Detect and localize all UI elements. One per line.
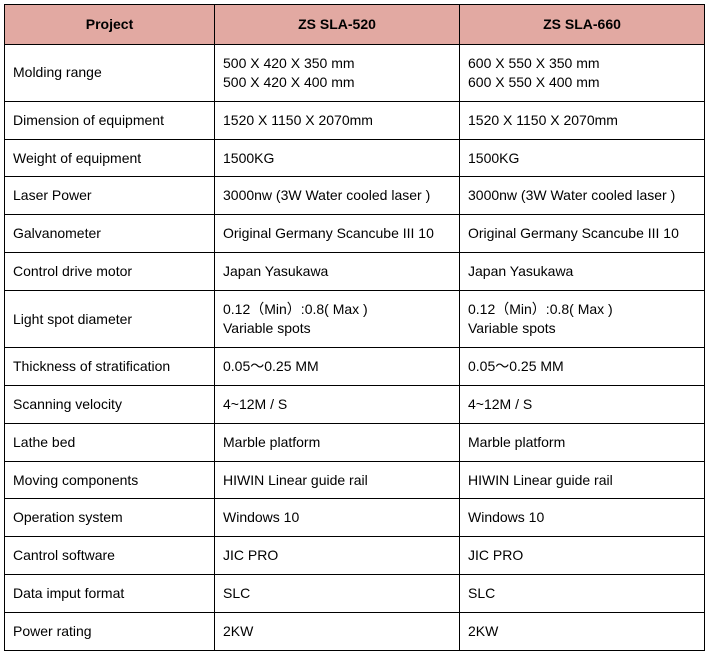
row-value-model-1: Windows 10 xyxy=(215,499,460,537)
row-project-label: Dimension of equipment xyxy=(5,101,215,139)
table-row: Control drive motorJapan YasukawaJapan Y… xyxy=(5,253,705,291)
row-value-model-2: 4~12M / S xyxy=(460,385,705,423)
row-value-model-2: Original Germany Scancube III 10 xyxy=(460,215,705,253)
row-project-label: Molding range xyxy=(5,44,215,101)
table-row: Weight of equipment1500KG1500KG xyxy=(5,139,705,177)
row-value-model-2: Japan Yasukawa xyxy=(460,253,705,291)
row-value-model-2: 0.12（Min）:0.8( Max )Variable spots xyxy=(460,291,705,348)
row-value-model-1: 1500KG xyxy=(215,139,460,177)
table-row: Molding range500 X 420 X 350 mm500 X 420… xyxy=(5,44,705,101)
row-project-label: Thickness of stratification xyxy=(5,347,215,385)
row-value-model-2: 0.05～0.25 MM xyxy=(460,347,705,385)
row-value-model-1: 0.05～0.25 MM xyxy=(215,347,460,385)
spec-table: Project ZS SLA-520 ZS SLA-660 Molding ra… xyxy=(4,4,705,651)
row-value-model-1: 4~12M / S xyxy=(215,385,460,423)
row-value-model-2: 2KW xyxy=(460,613,705,651)
row-value-model-2: 1500KG xyxy=(460,139,705,177)
row-project-label: Light spot diameter xyxy=(5,291,215,348)
row-value-model-2: SLC xyxy=(460,575,705,613)
table-row: Cantrol softwareJIC PROJIC PRO xyxy=(5,537,705,575)
row-value-model-1: 0.12（Min）:0.8( Max )Variable spots xyxy=(215,291,460,348)
row-project-label: Control drive motor xyxy=(5,253,215,291)
row-value-model-1: 500 X 420 X 350 mm500 X 420 X 400 mm xyxy=(215,44,460,101)
row-value-model-1: 1520 X 1150 X 2070mm xyxy=(215,101,460,139)
row-value-model-1: Original Germany Scancube III 10 xyxy=(215,215,460,253)
table-row: Laser Power3000nw (3W Water cooled laser… xyxy=(5,177,705,215)
row-value-model-2: 1520 X 1150 X 2070mm xyxy=(460,101,705,139)
col-header-model-2: ZS SLA-660 xyxy=(460,5,705,45)
row-value-model-2: 600 X 550 X 350 mm600 X 550 X 400 mm xyxy=(460,44,705,101)
row-value-model-2: Windows 10 xyxy=(460,499,705,537)
row-project-label: Weight of equipment xyxy=(5,139,215,177)
row-project-label: Laser Power xyxy=(5,177,215,215)
row-project-label: Lathe bed xyxy=(5,423,215,461)
row-value-model-1: SLC xyxy=(215,575,460,613)
col-header-model-1: ZS SLA-520 xyxy=(215,5,460,45)
row-value-model-1: 2KW xyxy=(215,613,460,651)
table-row: GalvanometerOriginal Germany Scancube II… xyxy=(5,215,705,253)
row-project-label: Operation system xyxy=(5,499,215,537)
table-row: Scanning velocity4~12M / S4~12M / S xyxy=(5,385,705,423)
row-value-model-1: 3000nw (3W Water cooled laser ) xyxy=(215,177,460,215)
row-project-label: Moving components xyxy=(5,461,215,499)
row-value-model-1: JIC PRO xyxy=(215,537,460,575)
table-header-row: Project ZS SLA-520 ZS SLA-660 xyxy=(5,5,705,45)
row-value-model-2: HIWIN Linear guide rail xyxy=(460,461,705,499)
row-value-model-1: HIWIN Linear guide rail xyxy=(215,461,460,499)
row-project-label: Scanning velocity xyxy=(5,385,215,423)
row-value-model-1: Marble platform xyxy=(215,423,460,461)
row-value-model-1: Japan Yasukawa xyxy=(215,253,460,291)
row-value-model-2: JIC PRO xyxy=(460,537,705,575)
table-row: Light spot diameter0.12（Min）:0.8( Max )V… xyxy=(5,291,705,348)
row-value-model-2: Marble platform xyxy=(460,423,705,461)
row-value-model-2: 3000nw (3W Water cooled laser ) xyxy=(460,177,705,215)
table-row: Data imput formatSLCSLC xyxy=(5,575,705,613)
table-row: Moving componentsHIWIN Linear guide rail… xyxy=(5,461,705,499)
table-row: Dimension of equipment1520 X 1150 X 2070… xyxy=(5,101,705,139)
row-project-label: Cantrol software xyxy=(5,537,215,575)
table-row: Power rating2KW2KW xyxy=(5,613,705,651)
table-row: Operation systemWindows 10Windows 10 xyxy=(5,499,705,537)
table-row: Lathe bedMarble platformMarble platform xyxy=(5,423,705,461)
table-row: Thickness of stratification0.05～0.25 MM0… xyxy=(5,347,705,385)
col-header-project: Project xyxy=(5,5,215,45)
row-project-label: Power rating xyxy=(5,613,215,651)
row-project-label: Data imput format xyxy=(5,575,215,613)
row-project-label: Galvanometer xyxy=(5,215,215,253)
